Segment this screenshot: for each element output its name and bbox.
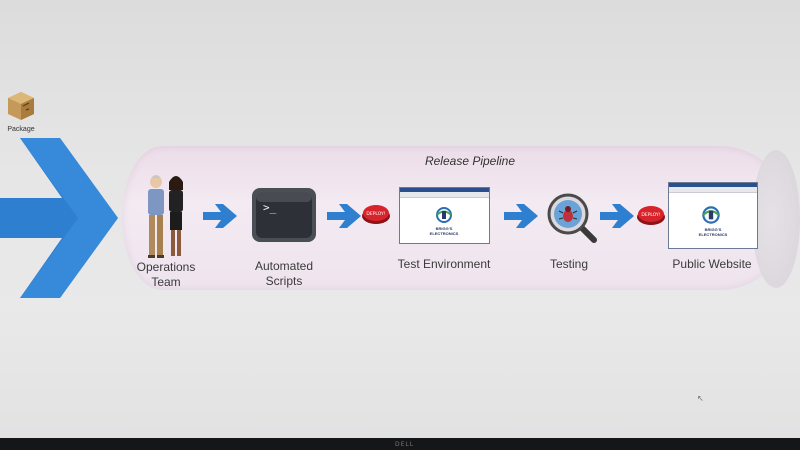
- browser-address-bar: [669, 187, 757, 193]
- mouse-cursor-icon: ↖: [697, 394, 704, 403]
- deploy-label: DEPLOY!: [641, 212, 660, 218]
- company-logo-text: BRIGG'S ELECTRONICS: [424, 226, 464, 236]
- deploy-button-icon: DEPLOY!: [636, 204, 666, 226]
- desktop-icon-label: Package: [2, 126, 40, 133]
- stage-label-automated-scripts: Automated Scripts: [244, 259, 324, 289]
- company-logo-icon: [699, 205, 723, 225]
- desktop-icon-package[interactable]: Package: [2, 90, 40, 133]
- arrow-right-icon: [327, 202, 361, 230]
- deploy-button-icon: DEPLOY!: [361, 203, 391, 225]
- desktop-screen: Package Release Pipeline Operations Team: [0, 0, 800, 438]
- browser-address-bar: [400, 192, 489, 198]
- terminal-icon: >_: [251, 187, 317, 243]
- bug-magnifier-icon: [546, 192, 600, 246]
- stage-label-public-website: Public Website: [662, 257, 762, 272]
- stage-label-test-environment: Test Environment: [384, 257, 504, 272]
- package-box-icon: [6, 90, 36, 122]
- deploy-label: DEPLOY!: [366, 211, 385, 217]
- large-arrow-icon: [0, 138, 120, 298]
- public-website-browser: BRIGG'S ELECTRONICS: [668, 182, 758, 249]
- pipeline-title: Release Pipeline: [400, 154, 540, 168]
- svg-text:>_: >_: [263, 201, 277, 214]
- arrow-right-icon: [504, 202, 538, 230]
- company-logo-icon: [433, 206, 455, 224]
- arrow-right-icon: [203, 202, 237, 230]
- test-environment-browser: BRIGG'S ELECTRONICS: [399, 187, 490, 244]
- arrow-right-icon: [600, 202, 634, 230]
- stage-label-operations: Operations Team: [128, 260, 204, 290]
- stage-label-testing: Testing: [534, 257, 604, 272]
- operations-team-people-icon: [140, 170, 192, 262]
- monitor-brand-logo: DELL: [395, 441, 414, 448]
- company-logo-text: BRIGG'S ELECTRONICS: [691, 227, 735, 237]
